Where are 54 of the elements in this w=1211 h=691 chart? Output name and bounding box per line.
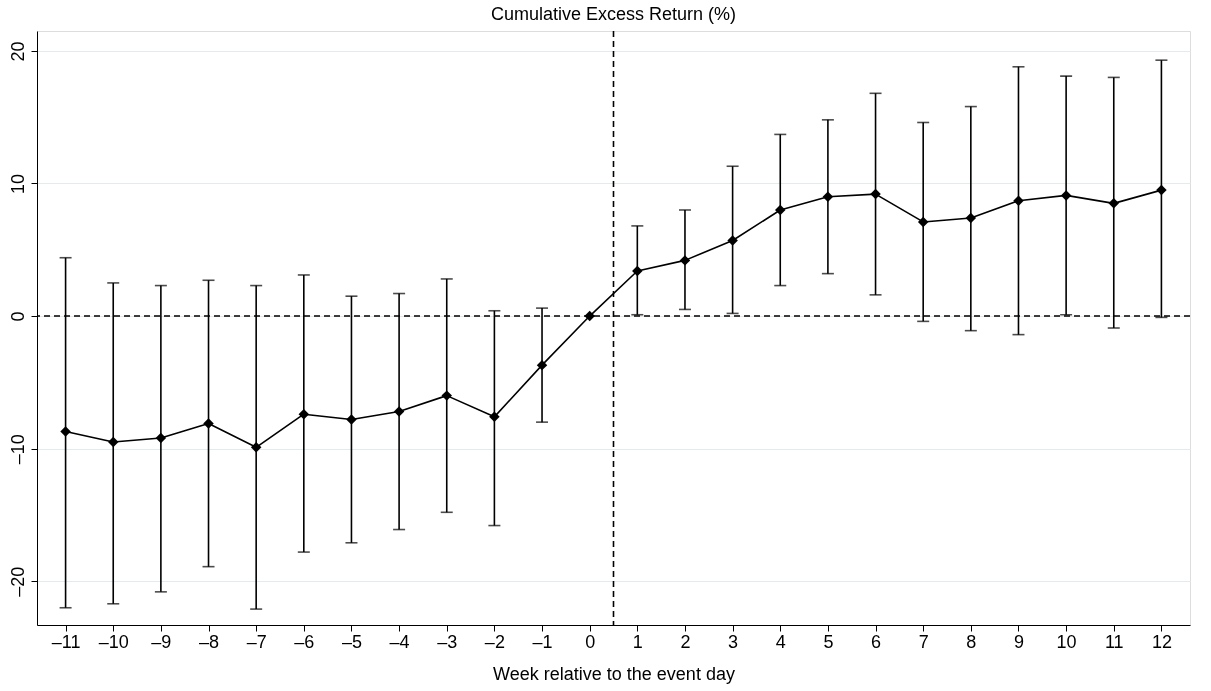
point [727, 235, 738, 246]
point [346, 414, 357, 425]
point [1108, 198, 1120, 209]
point [679, 255, 691, 266]
x-tick-label: 11 [1104, 631, 1124, 652]
x-tick-label: –8 [199, 631, 220, 652]
point [298, 408, 310, 420]
point [489, 411, 500, 423]
point [203, 418, 214, 429]
x-tick-label: 5 [823, 631, 834, 652]
x-tick-label: 3 [728, 631, 739, 652]
x-tick-label: –1 [532, 631, 553, 652]
x-tick-label: 6 [871, 631, 882, 652]
x-tick-label: 12 [1151, 631, 1172, 652]
x-tick-label: 4 [775, 631, 786, 652]
point [441, 390, 452, 401]
x-tick-label: –6 [294, 631, 315, 652]
point [250, 442, 262, 453]
x-tick-label: 8 [966, 631, 977, 652]
point [60, 426, 71, 437]
point [965, 212, 977, 224]
x-tick-label: –10 [98, 631, 129, 652]
x-tick-label: –4 [389, 631, 410, 652]
y-tick-label: 20 [7, 41, 28, 62]
point [1060, 190, 1072, 201]
point [393, 406, 405, 417]
x-tick-label: –9 [151, 631, 172, 652]
y-tick-label: –10 [7, 434, 28, 465]
x-tick-label: –7 [246, 631, 267, 652]
point [536, 359, 548, 371]
x-tick-label: 2 [680, 631, 691, 652]
point [632, 265, 643, 277]
point [822, 191, 834, 202]
point [155, 432, 167, 444]
x-tick-label: 0 [585, 631, 596, 652]
x-axis-title: Week relative to the event day [493, 663, 735, 684]
chart-title: Cumulative Excess Return (%) [490, 4, 737, 25]
point [917, 216, 929, 228]
point [775, 204, 786, 216]
point [1156, 184, 1167, 196]
x-tick-label: –11 [51, 631, 81, 652]
x-tick-label: –3 [437, 631, 458, 652]
y-tick-label: 0 [7, 311, 28, 322]
point [870, 188, 881, 200]
x-tick-label: 10 [1056, 631, 1077, 652]
y-tick-label: –20 [7, 566, 28, 597]
point [107, 436, 119, 448]
x-tick-label: 1 [632, 631, 643, 652]
x-tick-label: –2 [484, 631, 505, 652]
x-tick-label: –5 [341, 631, 362, 652]
y-tick-label: 10 [7, 173, 28, 194]
x-tick-label: 9 [1013, 631, 1024, 652]
point [1013, 195, 1024, 206]
x-tick-label: 7 [918, 631, 929, 652]
